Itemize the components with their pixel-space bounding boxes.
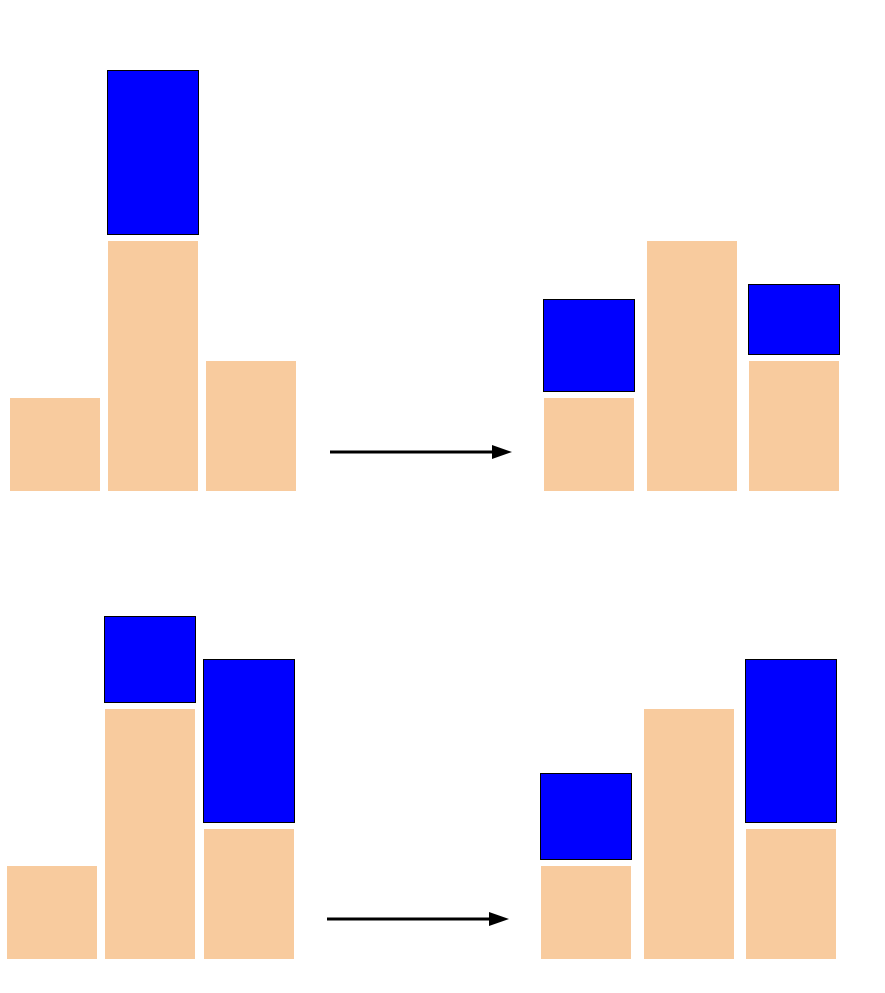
row-1-arrow-head: [492, 445, 512, 459]
row-1-before-column-2-moved-block: [107, 70, 199, 235]
row-1-transition-arrow: [330, 445, 512, 459]
row-1-after-column-1-base-block: [544, 398, 634, 491]
row-2-before-column-3-base-block: [204, 829, 294, 959]
row-1-after-column-2-base-block: [647, 241, 737, 491]
row-1-before-column-3-base-block: [206, 361, 296, 491]
row-2-after-column-1-moved-block: [540, 773, 632, 860]
row-2-after-column-3-base-block: [746, 829, 836, 959]
row-1-after-column-3-moved-block: [748, 284, 840, 355]
row-2-before-column-3-moved-block: [203, 659, 295, 823]
row-1-after-column-1-moved-block: [543, 299, 635, 392]
row-2-after-column-3-moved-block: [745, 659, 837, 823]
row-2-arrow-head: [489, 912, 509, 926]
row-2-after-column-1-base-block: [541, 866, 631, 959]
row-2-before-column-2-moved-block: [104, 616, 196, 703]
row-1-before-column-2-base-block: [108, 241, 198, 491]
row-2-after-column-2-base-block: [644, 709, 734, 959]
row-2-transition-arrow: [327, 912, 509, 926]
row-1-after-column-3-base-block: [749, 361, 839, 491]
row-2-before-column-2-base-block: [105, 709, 195, 959]
row-2-before-column-1-base-block: [7, 866, 97, 959]
row-1-before-column-1-base-block: [10, 398, 100, 491]
